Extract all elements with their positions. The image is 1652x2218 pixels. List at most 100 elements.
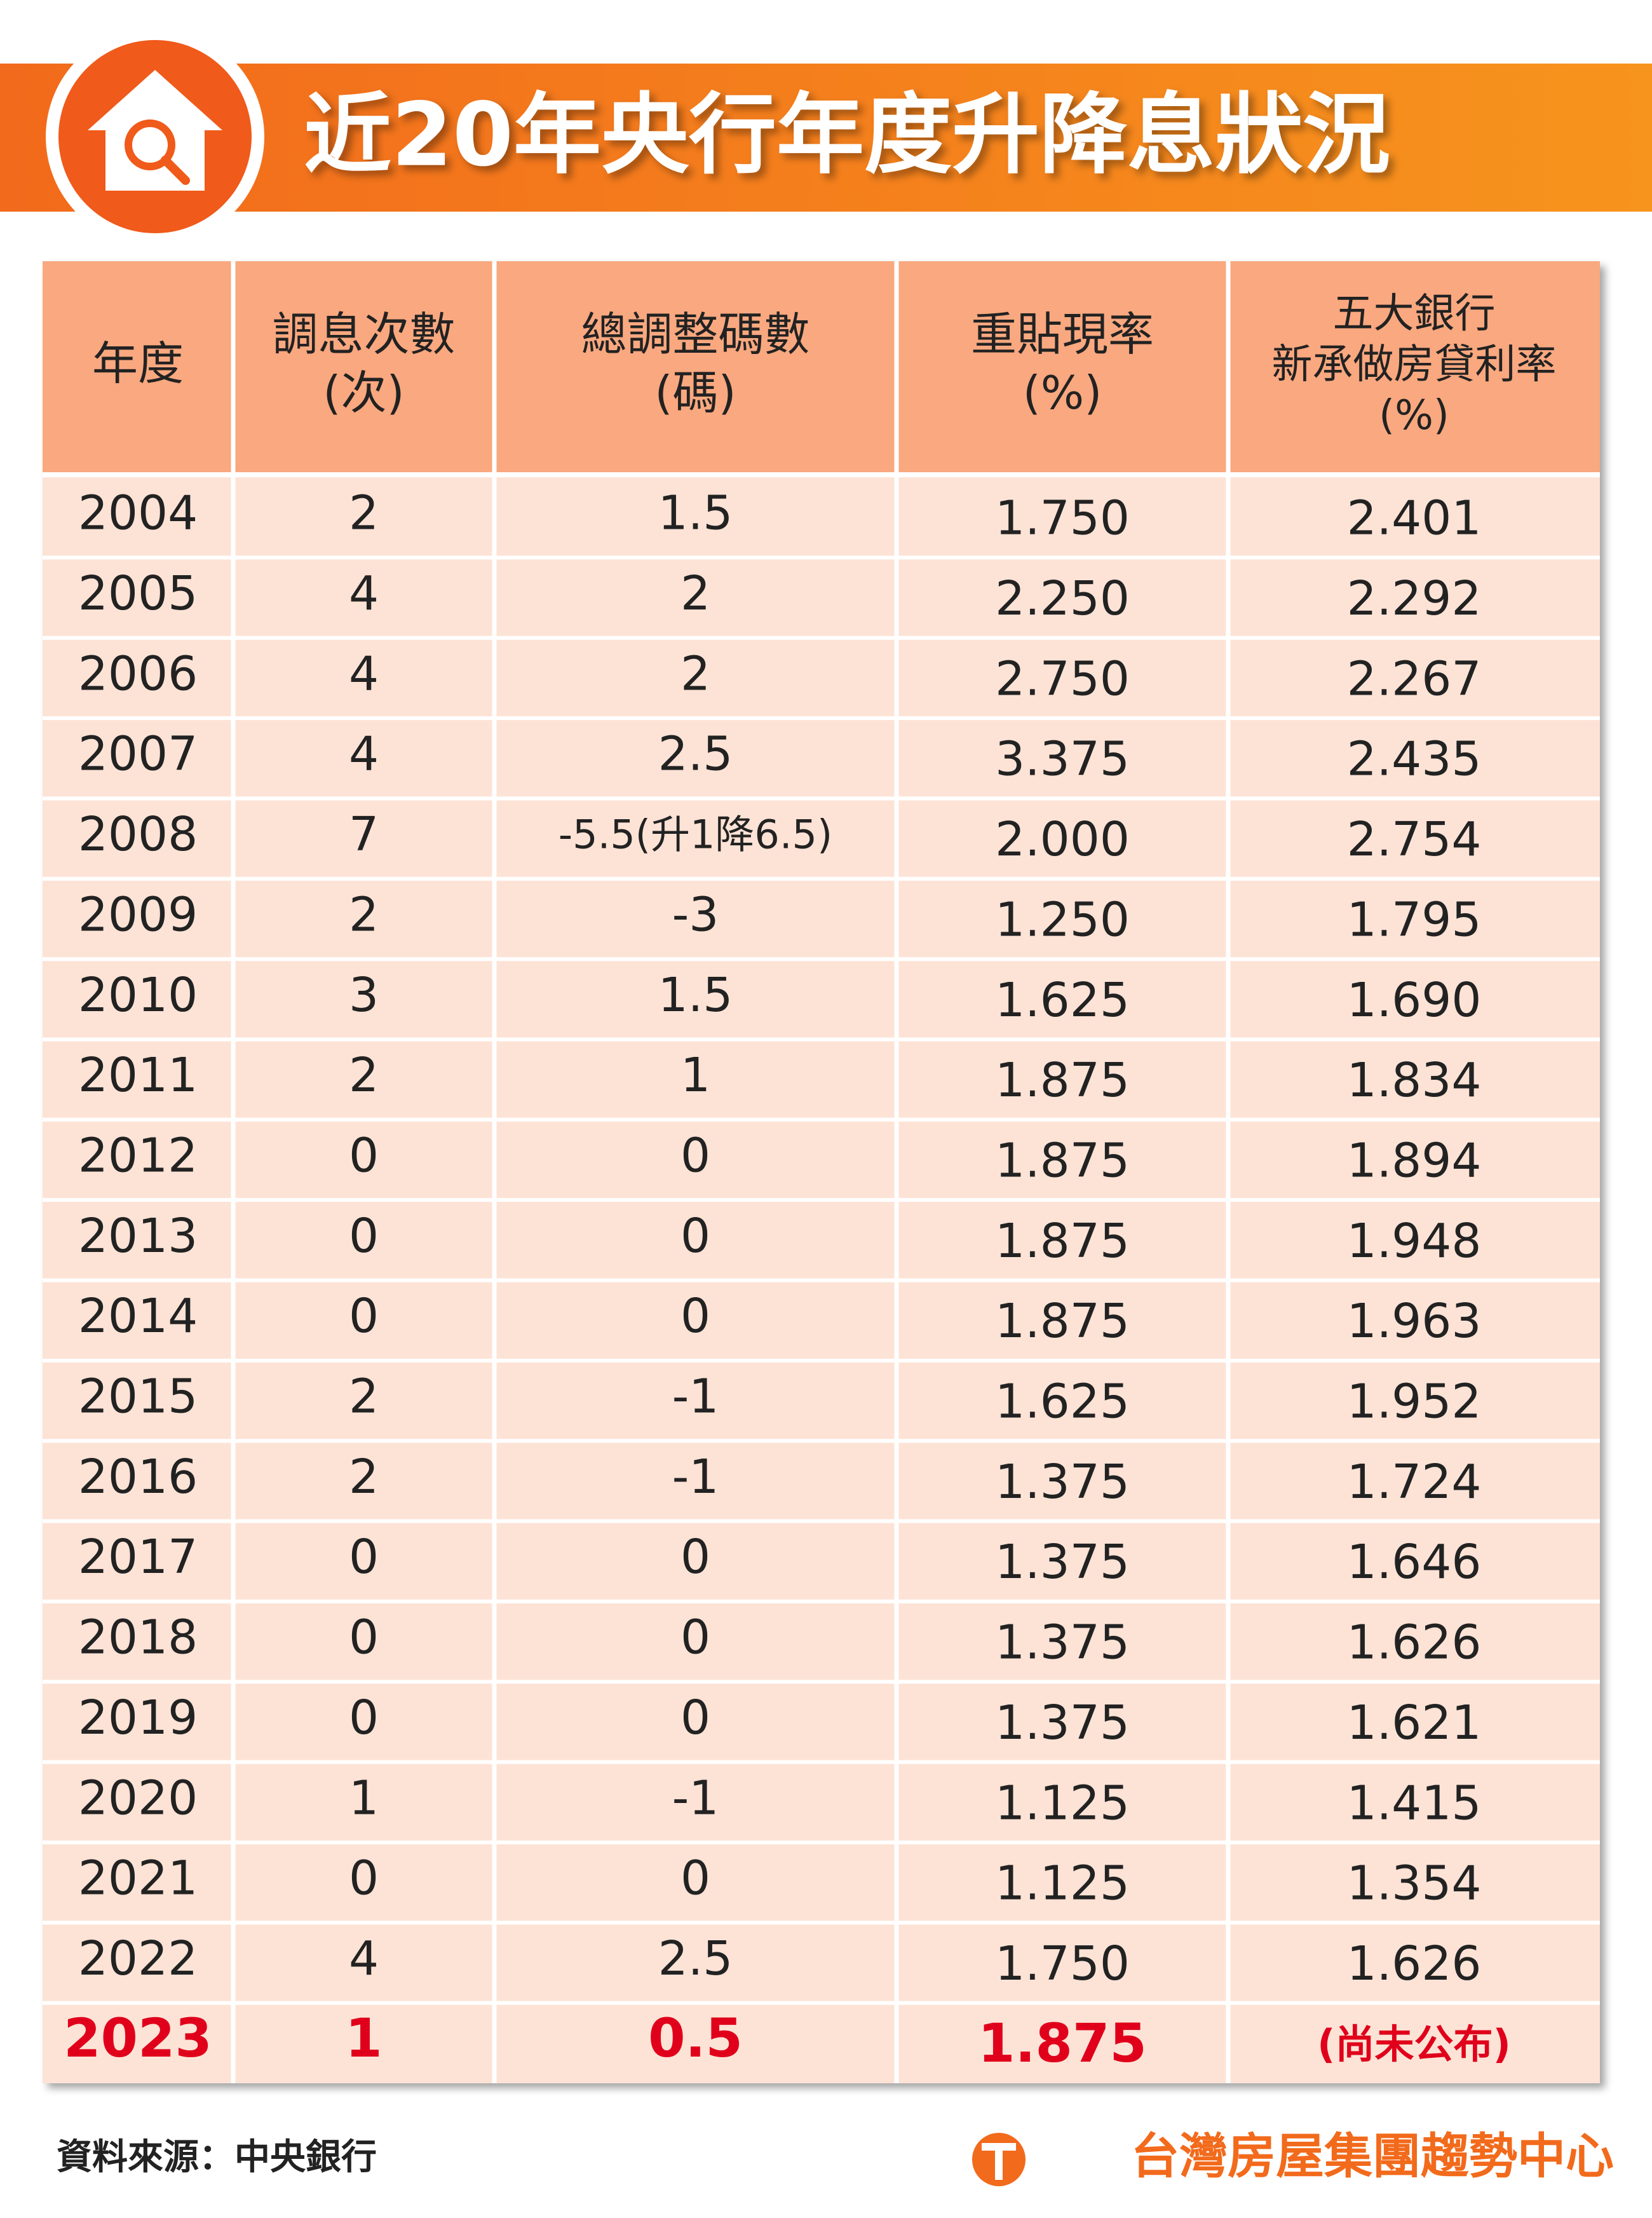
table-bg	[43, 261, 1600, 2083]
cell: 1.875	[995, 1214, 1130, 1269]
cell: 0	[349, 1691, 379, 1745]
source: 資料來源：中央銀行	[57, 2137, 377, 2178]
cell: 0	[680, 1691, 710, 1745]
cell: 1.875	[995, 1133, 1130, 1188]
cell: 0	[349, 1289, 379, 1344]
title: 近20年央行年度升降息狀況	[304, 84, 1390, 186]
cell: 1.125	[995, 1776, 1130, 1830]
cell: 4	[349, 646, 379, 701]
cell: 0	[680, 1851, 710, 1906]
column-header: 新承做房貸利率	[1272, 341, 1557, 388]
cell: 2	[680, 566, 710, 621]
cell: 1.354	[1347, 1856, 1482, 1911]
cell: 7	[349, 807, 379, 862]
cell: 1.948	[1347, 1214, 1482, 1269]
column-header: (次)	[323, 366, 404, 419]
cell: 0	[680, 1209, 710, 1263]
cell: 2019	[78, 1691, 198, 1745]
cell: 2	[349, 1048, 379, 1103]
column-header: 總調整碼數	[581, 308, 809, 361]
cell: 1.125	[995, 1856, 1130, 1911]
column-header: 年度	[92, 337, 184, 390]
cell: 1.963	[1347, 1294, 1482, 1349]
cell: 2013	[78, 1209, 198, 1263]
cell: 2005	[78, 566, 198, 621]
cell: 2020	[78, 1771, 198, 1825]
cell: 2.267	[1347, 651, 1482, 706]
cell: 1.5	[658, 968, 733, 1023]
magnifier-handle	[161, 156, 190, 185]
cell: 0	[349, 1209, 379, 1263]
brand: 台灣房屋集團趨勢中心	[1131, 2128, 1614, 2184]
cell: 1.750	[995, 491, 1130, 546]
brand-logo-mark	[982, 2143, 1016, 2180]
cell: 1.750	[995, 1936, 1130, 1991]
cell: 1.894	[1347, 1133, 1482, 1188]
cell: 2	[349, 1370, 379, 1424]
cell: 1.626	[1347, 1936, 1482, 1991]
cell: 2.435	[1347, 732, 1482, 787]
table-header	[43, 261, 1600, 473]
cell: 2.5	[658, 1931, 733, 1986]
house-icon	[88, 70, 222, 191]
cell: -3	[672, 887, 719, 942]
cell: -1	[672, 1771, 719, 1825]
cell: 2009	[78, 887, 198, 942]
cell: 4	[349, 727, 379, 782]
cell: 1.952	[1347, 1375, 1482, 1429]
cell: 2018	[78, 1610, 198, 1665]
cell: 0	[680, 1128, 710, 1183]
cell: 1.875	[978, 2012, 1147, 2074]
cell: 2017	[78, 1530, 198, 1584]
cell: -5.5(升1降6.5)	[559, 812, 832, 858]
cell: 0	[680, 1289, 710, 1344]
cell: 3	[349, 968, 379, 1023]
column-header: (%)	[1023, 366, 1102, 419]
column-header: 五大銀行	[1333, 290, 1496, 337]
cell: 2	[349, 486, 379, 541]
cell: 2014	[78, 1289, 198, 1344]
cell: 1.415	[1347, 1776, 1482, 1830]
cell: 1.250	[995, 892, 1130, 947]
banner-edge	[0, 64, 19, 212]
cell: 2021	[78, 1851, 198, 1906]
cell: 1.795	[1347, 892, 1482, 947]
cell: 2022	[78, 1931, 198, 1986]
cell: 1.625	[995, 1375, 1130, 1429]
cell: 1.375	[995, 1696, 1130, 1750]
cell: 0	[349, 1851, 379, 1906]
cell: 1.5	[658, 486, 733, 541]
column-header: (%)	[1379, 392, 1449, 439]
cell: -1	[672, 1450, 719, 1504]
cell: 1.724	[1347, 1455, 1482, 1509]
cell: 0	[349, 1128, 379, 1183]
cell: 2011	[78, 1048, 198, 1103]
cell: 4	[349, 566, 379, 621]
cell: 2016	[78, 1450, 198, 1504]
cell: -1	[672, 1370, 719, 1424]
cell: 1.625	[995, 973, 1130, 1028]
cell: 1.834	[1347, 1053, 1482, 1108]
cell: 2023	[64, 2007, 212, 2069]
cell: 1.375	[995, 1616, 1130, 1670]
magnifier	[125, 119, 175, 170]
cell: 1.375	[995, 1535, 1130, 1589]
cell: 1.375	[995, 1455, 1130, 1509]
cell: 2015	[78, 1370, 198, 1424]
cell: 2	[349, 887, 379, 942]
cell: 1.875	[995, 1053, 1130, 1108]
cell: 0	[349, 1610, 379, 1665]
column-header: 調息次數	[272, 308, 455, 361]
cell: 2007	[78, 727, 198, 782]
cell: 1.875	[995, 1294, 1130, 1349]
cell: 2.000	[995, 812, 1130, 867]
cell: 2010	[78, 968, 198, 1023]
cell: 2.754	[1347, 812, 1482, 867]
cell: 2012	[78, 1128, 198, 1183]
column-header: 重貼現率	[971, 308, 1154, 361]
cell: 2008	[78, 807, 198, 862]
cell: 1.626	[1347, 1616, 1482, 1670]
table: 年度調息次數(次)總調整碼數(碼)重貼現率(%)五大銀行新承做房貸利率(%)20…	[43, 261, 1600, 2083]
cell: 3.375	[995, 732, 1130, 787]
